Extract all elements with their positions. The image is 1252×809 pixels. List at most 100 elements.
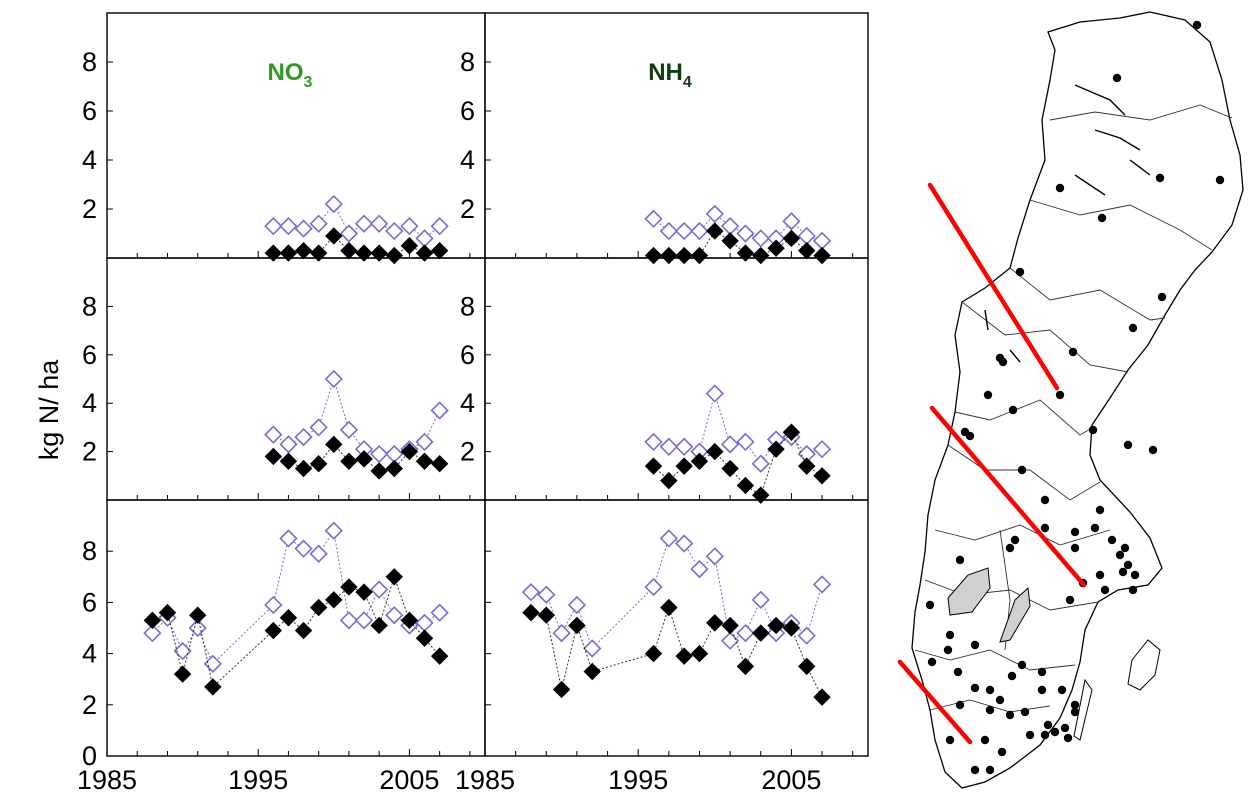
open-diamond-marker <box>736 432 755 452</box>
panel-frame <box>106 12 486 259</box>
station-dot <box>970 765 980 775</box>
y-tick-label: 6 <box>82 96 97 126</box>
open-diamond-marker <box>385 221 404 241</box>
open-diamond-marker <box>736 623 755 643</box>
station-dot <box>1070 527 1080 537</box>
open-diamond-marker <box>385 606 404 625</box>
y-tick-label: 4 <box>82 639 97 669</box>
station-dot <box>1055 390 1065 400</box>
filled-diamond-marker <box>736 657 755 676</box>
filled-diamond-marker <box>813 246 831 265</box>
open-diamond-marker <box>415 432 434 452</box>
filled-diamond-marker <box>644 457 663 475</box>
station-dot <box>1088 425 1098 435</box>
open-diamond-marker <box>324 521 343 540</box>
station-dot <box>1017 660 1027 670</box>
open-diamond-marker <box>812 575 832 594</box>
panel-title: NH4 <box>648 59 692 91</box>
open-diamond-marker <box>354 611 374 630</box>
station-dot <box>985 685 995 695</box>
station-dot <box>1017 465 1027 475</box>
y-axis-label: kg N/ ha <box>34 359 64 461</box>
panel-title: NO3 <box>268 59 313 91</box>
y-tick-label: 8 <box>82 47 97 77</box>
filled-diamond-marker <box>415 629 434 647</box>
panel-row2-right: 2 4 6 8 <box>460 257 869 504</box>
filled-diamond-marker <box>522 603 540 622</box>
open-diamond-marker <box>385 444 404 464</box>
open-diamond-marker <box>659 221 678 241</box>
station-dot <box>1070 707 1080 717</box>
open-diamond-marker <box>430 217 449 236</box>
station-dot <box>995 695 1005 705</box>
filled-diamond-marker <box>813 688 831 706</box>
open-diamond-marker <box>294 427 313 447</box>
station-dot <box>955 700 965 710</box>
filled-diamond-marker <box>767 616 785 635</box>
station-dot <box>965 431 975 441</box>
station-dot <box>998 357 1008 367</box>
station-dot <box>1040 495 1050 505</box>
station-dot <box>1005 710 1015 720</box>
panel-row1-left: 2 4 6 8 NO3 <box>82 12 486 265</box>
filled-diamond-marker <box>767 239 785 257</box>
open-diamond-marker <box>415 613 434 633</box>
panel-row3-right: 1985 1995 2005 <box>455 499 869 795</box>
station-dot <box>1107 535 1117 545</box>
filled-diamond-marker <box>279 609 298 627</box>
rivers <box>984 84 1151 363</box>
y-tick-label: 8 <box>460 47 475 77</box>
divider-line-south <box>897 659 973 745</box>
filled-diamond-marker <box>752 624 770 642</box>
filled-diamond-marker <box>675 647 693 665</box>
station-dot <box>1020 707 1030 717</box>
filled-diamond-marker <box>279 244 298 262</box>
lake-vanern <box>947 567 991 616</box>
filled-diamond-marker <box>385 459 403 478</box>
station-dot <box>1100 585 1110 595</box>
y-tick-label: 4 <box>460 145 475 175</box>
station-dot <box>1037 667 1047 677</box>
station-markers <box>925 20 1225 775</box>
station-dot <box>1095 570 1105 580</box>
station-dot <box>1215 175 1225 185</box>
station-dot <box>1120 543 1130 553</box>
filled-diamond-marker <box>325 227 343 245</box>
station-dot <box>1037 685 1047 695</box>
station-dot <box>925 600 935 610</box>
station-dot <box>945 735 955 745</box>
open-series-line <box>273 377 441 455</box>
station-dot <box>1063 733 1073 743</box>
open-diamond-marker <box>415 229 434 248</box>
filled-diamond-marker <box>385 246 403 265</box>
station-dot <box>927 657 937 667</box>
open-diamond-marker <box>339 611 359 630</box>
filled-diamond-marker <box>264 447 283 466</box>
station-dot <box>970 683 980 693</box>
station-dot <box>1115 550 1125 560</box>
y-tick-label: 6 <box>460 340 475 370</box>
divider-line-middle <box>929 405 1087 588</box>
filled-diamond-marker <box>370 616 388 635</box>
station-dot <box>1005 543 1015 553</box>
open-diamond-marker <box>294 539 313 558</box>
y-tick-label: 8 <box>460 291 475 321</box>
station-dot <box>1060 723 1070 733</box>
station-dot <box>985 765 995 775</box>
filled-diamond-marker <box>385 568 403 586</box>
x-tick-label: 1985 <box>77 765 137 795</box>
filled-diamond-marker <box>721 616 739 635</box>
station-dot <box>985 705 995 715</box>
station-dot <box>997 747 1007 757</box>
open-diamond-marker <box>537 585 556 604</box>
station-dot <box>1025 730 1035 740</box>
station-dot <box>1123 560 1133 570</box>
filled-diamond-marker <box>813 467 831 485</box>
filled-diamond-marker <box>782 229 801 248</box>
filled-diamond-marker <box>782 619 801 637</box>
filled-diamond-marker <box>782 423 801 441</box>
station-dot <box>1128 585 1138 595</box>
filled-diamond-marker <box>279 452 298 470</box>
x-tick-label: 2005 <box>379 765 439 795</box>
